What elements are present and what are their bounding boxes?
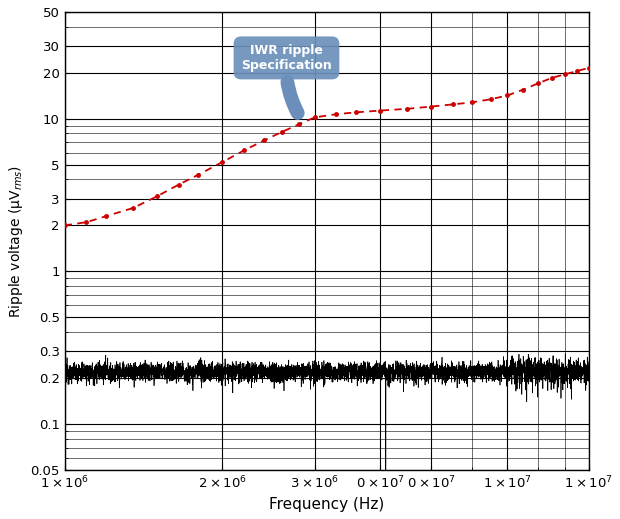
Y-axis label: Ripple voltage (µV$_{rms}$): Ripple voltage (µV$_{rms}$)	[7, 165, 25, 318]
Text: IWR ripple
Specification: IWR ripple Specification	[241, 44, 332, 113]
X-axis label: Frequency (Hz): Frequency (Hz)	[269, 497, 384, 512]
